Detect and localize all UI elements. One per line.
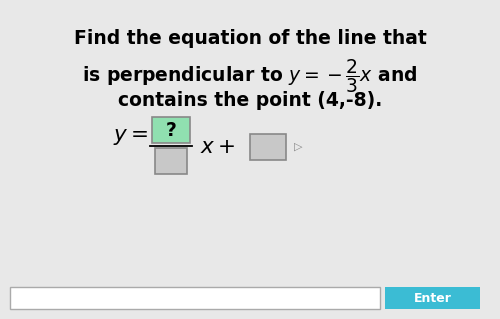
FancyBboxPatch shape <box>10 287 380 309</box>
Text: contains the point (4,-8).: contains the point (4,-8). <box>118 91 382 110</box>
Text: Find the equation of the line that: Find the equation of the line that <box>74 29 426 48</box>
Text: ▷: ▷ <box>294 142 302 152</box>
FancyBboxPatch shape <box>155 148 187 174</box>
FancyBboxPatch shape <box>385 287 480 309</box>
Text: $y =$: $y =$ <box>113 127 148 147</box>
Text: is perpendicular to $y = -\dfrac{2}{3}x$ and: is perpendicular to $y = -\dfrac{2}{3}x$… <box>82 57 417 95</box>
FancyBboxPatch shape <box>152 117 190 143</box>
Text: ?: ? <box>166 121 176 139</box>
Text: $x +$: $x +$ <box>200 137 235 157</box>
Text: Enter: Enter <box>414 292 452 305</box>
FancyBboxPatch shape <box>250 134 286 160</box>
